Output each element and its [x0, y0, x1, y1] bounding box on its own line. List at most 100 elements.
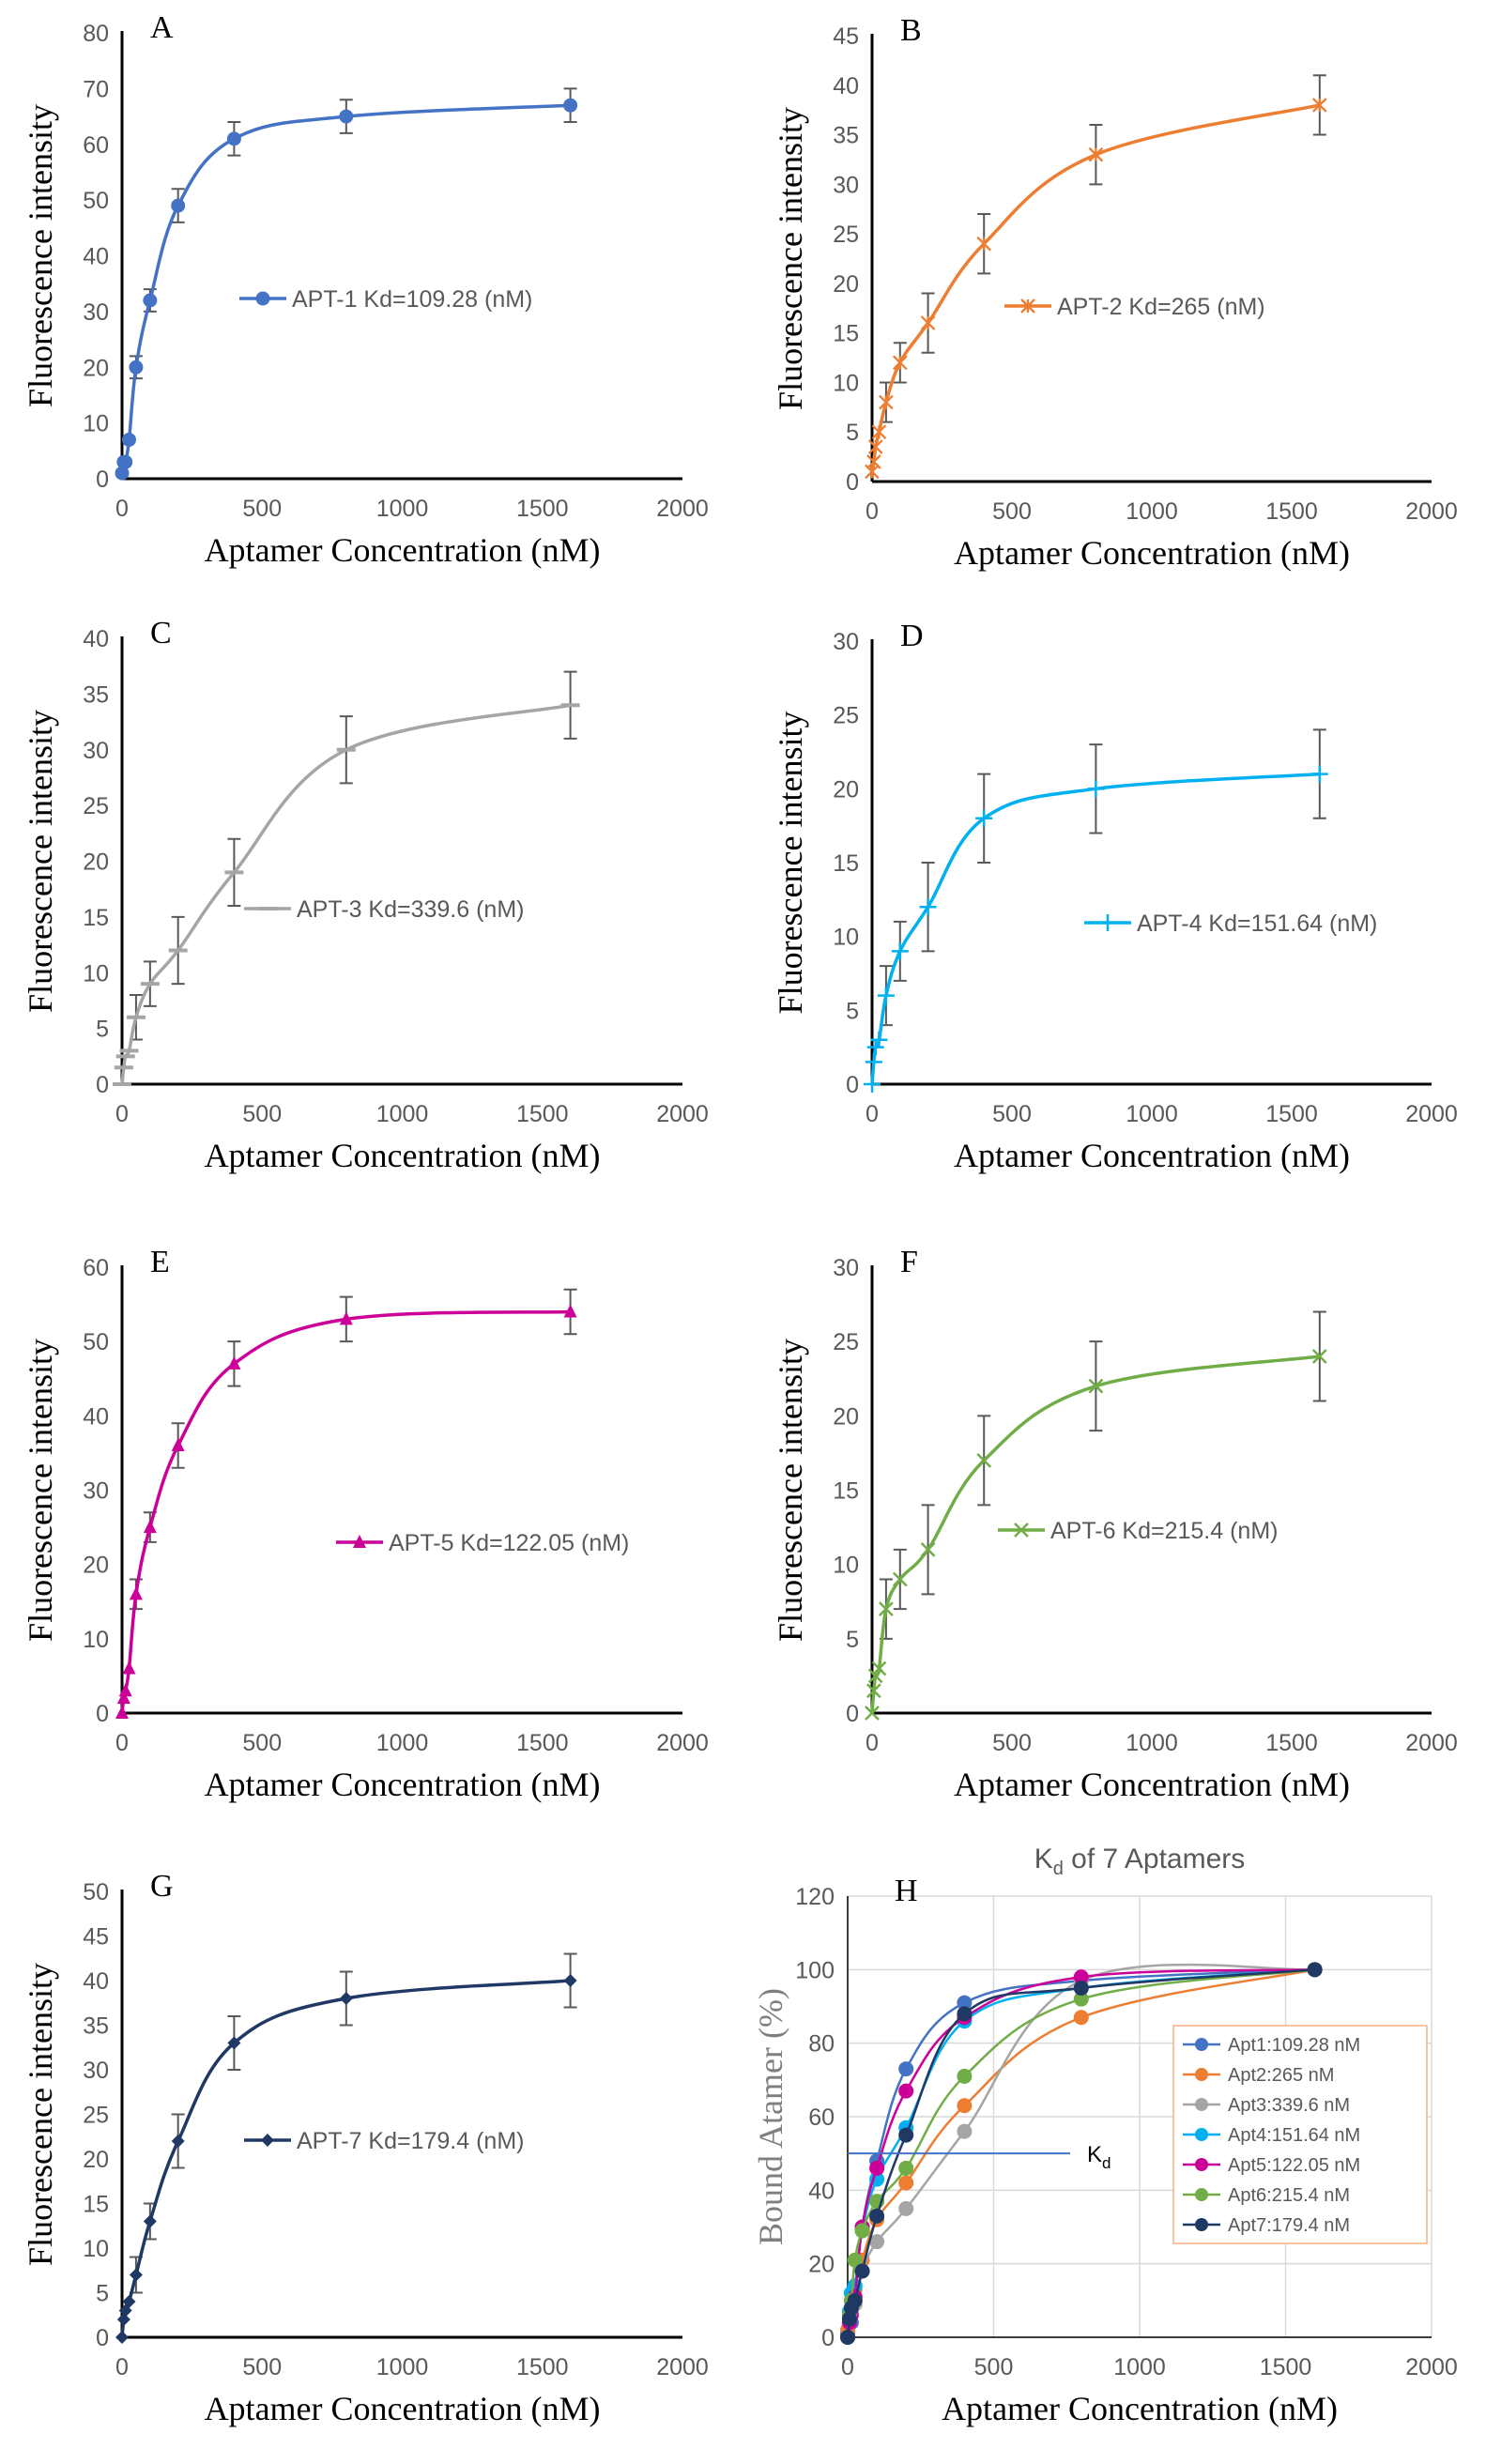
data-point	[1087, 780, 1105, 798]
x-tick-label: 0	[866, 498, 879, 525]
data-point	[871, 1661, 887, 1676]
y-tick-label: 0	[846, 1072, 859, 1098]
x-tick-label: 500	[992, 1101, 1032, 1127]
y-tick-label: 20	[83, 1553, 109, 1579]
y-tick-label: 10	[83, 411, 109, 437]
data-point	[118, 1683, 132, 1697]
kd-label: Kd	[1087, 2142, 1111, 2172]
panel-letter: B	[900, 13, 922, 48]
y-tick-label: 0	[96, 1072, 109, 1098]
y-tick-label: 20	[83, 355, 109, 381]
y-tick-label: 0	[96, 2325, 109, 2351]
y-tick-label: 60	[83, 1255, 109, 1281]
legend-marker	[1195, 2098, 1208, 2111]
data-point	[869, 2234, 885, 2250]
y-tick-label: 15	[833, 1478, 859, 1505]
y-tick-label: 5	[846, 420, 859, 446]
y-tick-label: 10	[83, 1627, 109, 1653]
chart-panel-d: 0 5 10 15 20 25 30 0 500 1000 1500 2000 Aptamer Conc…	[772, 619, 1458, 1174]
y-tick-label: 30	[833, 629, 859, 655]
data-point	[1088, 146, 1104, 162]
legend-marker	[1195, 2218, 1208, 2231]
data-point	[847, 2292, 863, 2308]
y-tick-label: 10	[833, 370, 859, 396]
panel-letter: G	[150, 1869, 174, 1904]
y-tick-label: 20	[833, 1403, 859, 1430]
data-point	[976, 1452, 992, 1468]
y-axis-title: Fluorescence intensity	[22, 710, 59, 1013]
x-tick-label: 1000	[1126, 1730, 1178, 1756]
data-point	[957, 2068, 973, 2084]
y-tick-label: 0	[846, 469, 859, 496]
chart-title-main: K	[1034, 1844, 1053, 1875]
data-point	[129, 2268, 143, 2282]
data-point	[1307, 1962, 1323, 1978]
legend-marker	[255, 291, 270, 306]
data-point	[840, 2330, 855, 2345]
x-tick-label: 1000	[376, 2354, 429, 2380]
y-tick-label: 5	[96, 2281, 109, 2307]
x-tick-label: 0	[866, 1730, 879, 1756]
y-tick-label: 30	[83, 738, 109, 764]
x-axis-title: Aptamer Concentration (nM)	[205, 1766, 601, 1803]
legend-marker	[1195, 2128, 1208, 2141]
chart-panel-b: 0 5 10 15 20 25 30 35 40 45 0 500 1000 1500 2000 Aptame…	[772, 13, 1458, 572]
y-tick-label: 0	[821, 2325, 835, 2351]
y-tick-label: 35	[83, 2013, 109, 2040]
x-axis-title: Aptamer Concentration (nM)	[954, 1137, 1350, 1174]
x-tick-label: 2000	[1405, 1101, 1458, 1127]
x-tick-label: 1500	[516, 496, 569, 522]
y-tick-label: 30	[83, 1478, 109, 1505]
x-axis-title: Aptamer Concentration (nM)	[205, 1137, 601, 1174]
data-point	[892, 1571, 908, 1587]
y-tick-label: 15	[83, 2192, 109, 2218]
data-point	[1311, 1349, 1327, 1364]
data-point	[1088, 1378, 1104, 1394]
x-tick-label: 1000	[1126, 1101, 1178, 1127]
legend-label: APT-6 Kd=215.4 (nM)	[1050, 1518, 1278, 1544]
data-point	[116, 1691, 130, 1705]
legend-label: APT-4 Kd=151.64 (nM)	[1137, 911, 1377, 937]
panel-letter: H	[895, 1874, 918, 1908]
x-tick-label: 1500	[1265, 1101, 1318, 1127]
data-point	[866, 1683, 881, 1699]
chart-title-rest: of 7 Aptamers	[1064, 1844, 1245, 1875]
data-point	[143, 2214, 157, 2228]
panel-letter: A	[150, 10, 174, 45]
data-point	[919, 898, 937, 916]
y-tick-label: 25	[833, 222, 859, 248]
data-point	[867, 439, 883, 454]
data-point	[563, 1304, 577, 1318]
data-point	[869, 2208, 885, 2224]
chart-panel-h: 0 20 40 60 80 100 120 0 500 1000 1500 2000 Aptamer C…	[752, 1844, 1458, 2427]
x-axis-title: Aptamer Concentration (nM)	[205, 2390, 601, 2427]
data-point	[957, 2123, 973, 2139]
x-tick-label: 1000	[1126, 498, 1178, 525]
legend-label: APT-3 Kd=339.6 (nM)	[297, 896, 524, 923]
y-tick-label: 30	[83, 299, 109, 326]
y-tick-label: 0	[96, 467, 109, 493]
y-tick-label: 10	[83, 960, 109, 987]
x-tick-label: 1500	[1265, 1730, 1318, 1756]
y-tick-label: 40	[83, 244, 109, 270]
data-point	[898, 2061, 914, 2077]
y-tick-label: 25	[83, 2103, 109, 2129]
data-point	[957, 2098, 973, 2114]
data-point	[869, 2160, 885, 2176]
data-point	[898, 2175, 914, 2191]
data-point	[143, 1520, 157, 1534]
data-point	[171, 2135, 185, 2148]
chart-title: Kd of 7 Aptamers	[1034, 1844, 1246, 1879]
legend-label: Apt4:151.64 nM	[1228, 2125, 1360, 2146]
y-axis-title: Fluorescence intensity	[22, 1339, 59, 1642]
data-point	[171, 198, 186, 213]
data-point	[871, 424, 887, 440]
legend-marker	[261, 2134, 274, 2147]
y-tick-label: 5	[846, 1627, 859, 1653]
x-tick-label: 500	[242, 2354, 282, 2380]
data-point	[865, 1053, 882, 1071]
y-tick-label: 30	[833, 172, 859, 198]
y-tick-label: 5	[96, 1017, 109, 1043]
